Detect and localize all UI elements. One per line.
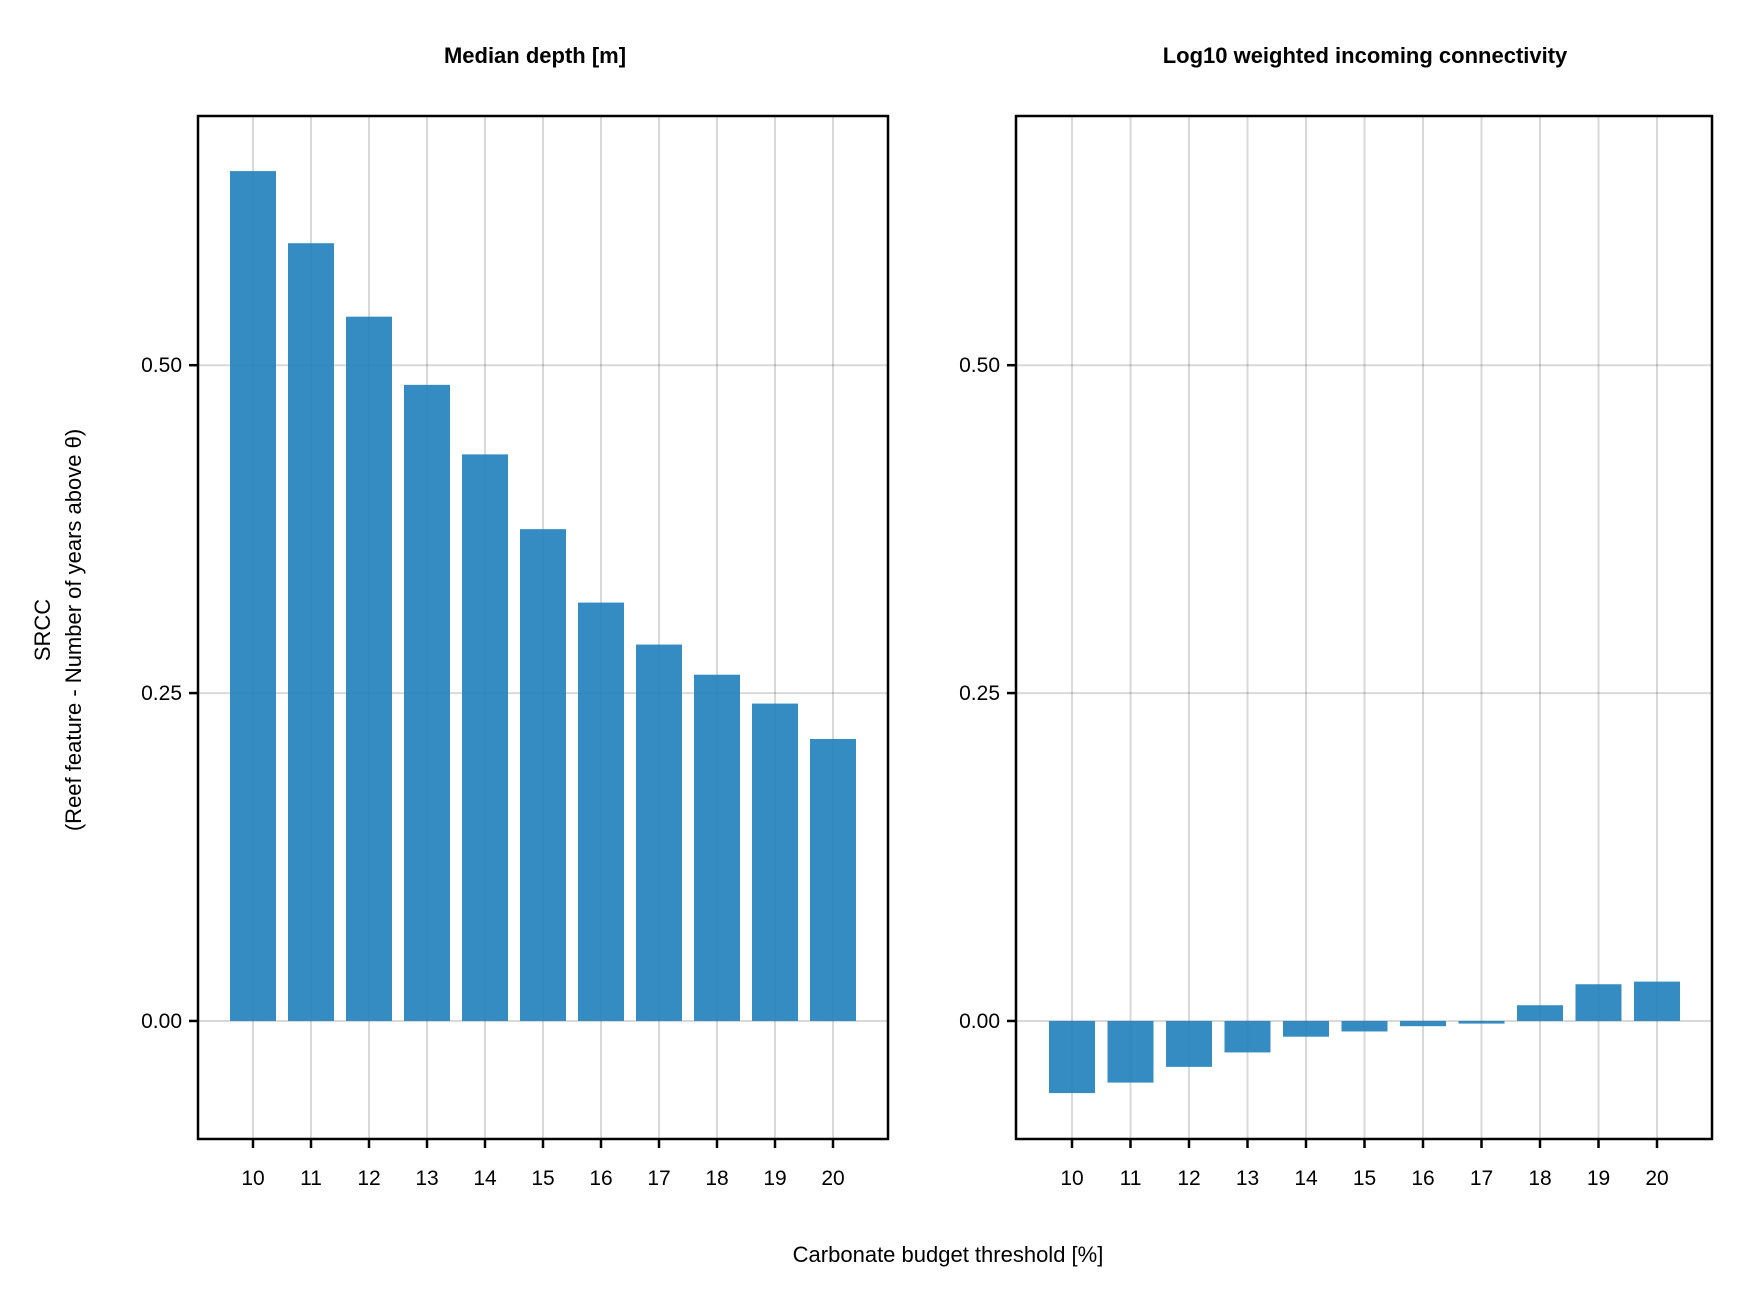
plot-frame <box>1014 114 1714 1141</box>
bar-14 <box>462 454 508 1021</box>
bar-15 <box>1341 1020 1388 1032</box>
x-tick-label: 13 <box>415 1167 438 1190</box>
x-tick-label: 16 <box>1411 1167 1434 1190</box>
x-tick-label: 12 <box>1177 1167 1200 1190</box>
bar-15 <box>520 529 566 1021</box>
x-tick-label: 10 <box>1060 1167 1083 1190</box>
chart-title: Median depth [m] <box>444 43 626 68</box>
y-axis-label-line2: (Reef feature - Number of years above θ) <box>61 429 86 831</box>
panel-median-depth: Median depth [m] 10 11 12 13 14 15 16 17 18 19 20 0… <box>141 43 890 1190</box>
x-tick-label: 14 <box>1294 1167 1318 1190</box>
bars <box>230 171 856 1021</box>
axis-ticks: 10 11 12 13 14 15 16 17 18 19 20 0.00 0.25 0.50 <box>959 354 1669 1190</box>
x-tick-label: 12 <box>357 1167 380 1190</box>
x-tick-label: 11 <box>300 1167 322 1190</box>
bar-16 <box>1400 1020 1446 1027</box>
x-tick-label: 20 <box>1645 1167 1668 1190</box>
bar-16 <box>578 602 624 1021</box>
x-tick-label: 17 <box>1470 1167 1493 1190</box>
x-tick-label: 18 <box>705 1167 728 1190</box>
x-tick-label: 18 <box>1528 1167 1551 1190</box>
x-tick-label: 19 <box>763 1167 786 1190</box>
y-tick-label: 0.50 <box>959 354 1000 377</box>
bar-14 <box>1283 1020 1329 1037</box>
plot-frame <box>196 114 890 1141</box>
bar-13 <box>404 384 450 1021</box>
y-tick-label: 0.00 <box>141 1010 182 1033</box>
x-tick-label: 15 <box>1353 1167 1376 1190</box>
x-tick-label: 19 <box>1587 1167 1610 1190</box>
x-tick-label: 17 <box>647 1167 670 1190</box>
bar-19 <box>1575 984 1622 1021</box>
bar-12 <box>346 316 392 1021</box>
y-tick-label: 0.00 <box>959 1010 1000 1033</box>
bar-13 <box>1224 1020 1271 1053</box>
x-axis-label: Carbonate budget threshold [%] <box>793 1242 1104 1267</box>
bar-20 <box>810 738 856 1021</box>
x-tick-label: 16 <box>589 1167 612 1190</box>
axis-ticks: 10 11 12 13 14 15 16 17 18 19 20 0.00 0.25 0.50 <box>141 354 845 1190</box>
chart-title: Log10 weighted incoming connectivity <box>1163 43 1568 68</box>
y-axis-label-line1: SRCC <box>30 599 55 661</box>
bar-17 <box>1458 1020 1505 1024</box>
bar-11 <box>1107 1020 1154 1083</box>
y-tick-label: 0.25 <box>141 682 182 705</box>
bar-10 <box>1049 1020 1095 1094</box>
grid <box>1016 116 1712 1139</box>
x-tick-label: 14 <box>473 1167 497 1190</box>
y-tick-label: 0.25 <box>959 682 1000 705</box>
bar-18 <box>1517 1005 1563 1021</box>
bar-20 <box>1634 981 1680 1021</box>
x-tick-label: 10 <box>241 1167 264 1190</box>
bar-18 <box>694 674 740 1021</box>
bar-17 <box>636 644 682 1021</box>
x-tick-label: 11 <box>1120 1167 1142 1190</box>
y-tick-label: 0.50 <box>141 354 182 377</box>
bar-11 <box>288 243 334 1021</box>
x-tick-label: 15 <box>531 1167 554 1190</box>
x-tick-label: 20 <box>821 1167 844 1190</box>
panel-connectivity: Log10 weighted incoming connectivity 10 1… <box>959 43 1714 1190</box>
x-tick-label: 13 <box>1236 1167 1259 1190</box>
bar-19 <box>752 703 798 1021</box>
bars <box>1049 981 1680 1094</box>
bar-10 <box>230 171 276 1021</box>
bar-12 <box>1166 1020 1212 1067</box>
